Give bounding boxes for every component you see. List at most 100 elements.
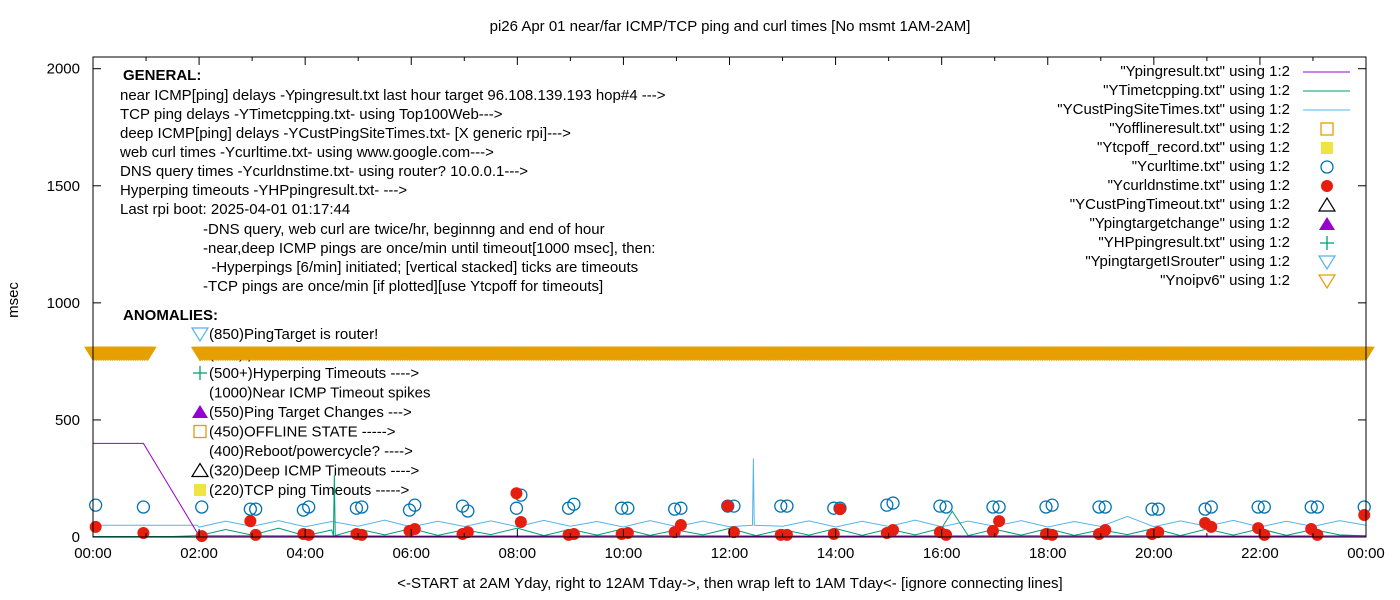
legend-label: "Ycurltime.txt" using 1:2 <box>1132 158 1290 175</box>
x-tick-label: 04:00 <box>286 545 324 562</box>
curltime-point <box>136 500 151 514</box>
circle-icon <box>1358 508 1371 521</box>
curltime-point <box>621 501 635 515</box>
anomaly-label: (1000)Near ICMP Timeout spikes <box>209 385 430 402</box>
circle-icon <box>195 500 209 514</box>
dnstime-point <box>727 526 740 539</box>
circle-icon <box>1205 520 1218 533</box>
circle-icon <box>244 515 257 528</box>
dnstime-point <box>674 519 687 532</box>
y-tick-label: 1000 <box>47 295 80 312</box>
circle-icon <box>674 519 687 532</box>
legend-marker <box>1317 196 1337 212</box>
circle-icon <box>887 523 900 536</box>
circle-icon <box>986 524 999 537</box>
circle-icon <box>674 501 688 515</box>
circle-icon <box>1320 160 1334 174</box>
x-tick-label: 18:00 <box>1029 545 1067 562</box>
circle-icon <box>780 528 793 541</box>
dnstime-point <box>721 500 734 513</box>
dnstime-point <box>244 515 257 528</box>
curltime-point <box>1098 500 1112 514</box>
anomaly-label: (220)TCP ping Timeouts -----> <box>209 482 409 499</box>
legend-label: "YCustPingTimeout.txt" using 1:2 <box>1070 196 1290 213</box>
curltime-point <box>614 501 629 515</box>
dnstime-point <box>940 528 953 541</box>
curltime-point <box>992 500 1006 514</box>
anomalies-header: ANOMALIES: <box>123 307 218 324</box>
circle-icon <box>1311 528 1324 541</box>
down-triangle-icon <box>1317 255 1337 271</box>
legend-label: "Ypingresult.txt" using 1:2 <box>1120 63 1290 80</box>
circle-icon <box>1151 502 1165 516</box>
note-line: -TCP pings are once/min [if plotted][use… <box>203 278 603 295</box>
general-line: deep ICMP[ping] delays -YCustPingSiteTim… <box>120 125 571 142</box>
curltime-point <box>780 499 794 513</box>
circle-icon <box>1258 528 1271 541</box>
circle-icon <box>89 520 102 533</box>
x-tick-label: 22:00 <box>1241 545 1279 562</box>
legend-label: "YpingtargetISrouter" using 1:2 <box>1085 253 1290 270</box>
circle-icon <box>1310 500 1325 514</box>
legend-label: "YHPpingresult.txt" using 1:2 <box>1098 234 1290 251</box>
circle-icon <box>940 528 953 541</box>
legend-marker <box>1320 122 1334 136</box>
dnstime-point <box>1046 528 1059 541</box>
circle-icon <box>1198 502 1212 516</box>
curltime-point <box>880 498 894 512</box>
anomaly-label: (450)OFFLINE STATE -----> <box>209 424 396 441</box>
anomaly-label: (500+)Hyperping Timeouts ----> <box>209 365 419 382</box>
circle-icon <box>89 498 103 512</box>
curltime-point <box>509 501 524 515</box>
dnstime-point <box>302 528 315 541</box>
legend-marker <box>1320 160 1334 174</box>
dnstime-point <box>887 523 900 536</box>
curltime-point <box>1045 498 1059 512</box>
curltime-point <box>886 496 900 510</box>
circle-icon <box>721 500 734 513</box>
curltime-point <box>1151 502 1165 516</box>
circle-icon <box>668 502 682 516</box>
legend-marker <box>1319 217 1335 230</box>
down-triangle-icon <box>1317 274 1337 290</box>
dnstime-point <box>986 524 999 537</box>
dnstime-point <box>1205 520 1218 533</box>
y-tick-label: 2000 <box>47 61 80 78</box>
circle-icon <box>1145 502 1159 516</box>
x-tick-label: 10:00 <box>605 545 643 562</box>
circle-icon <box>408 523 421 536</box>
x-tick-label: 00:00 <box>1347 545 1385 562</box>
circle-icon <box>727 526 740 539</box>
curltime-point <box>195 500 209 514</box>
dnstime-point <box>195 530 208 543</box>
dnstime-point <box>827 527 840 540</box>
custping-series-line <box>93 458 1367 528</box>
circle-icon <box>510 487 523 500</box>
dnstime-point <box>1152 526 1165 539</box>
anomaly-label: (400)Reboot/powercycle? ----> <box>209 443 413 460</box>
circle-icon <box>1321 180 1333 192</box>
circle-icon <box>986 500 1000 514</box>
x-tick-label: 20:00 <box>1135 545 1173 562</box>
curltime-point <box>89 498 103 512</box>
x-tick-label: 12:00 <box>711 545 749 562</box>
circle-icon <box>355 500 369 514</box>
y-tick-label: 0 <box>72 529 80 546</box>
general-line: near ICMP[ping] delays -Ypingresult.txt … <box>120 87 666 104</box>
anomaly-marker <box>194 484 206 496</box>
curltime-point <box>1251 500 1265 514</box>
anomaly-marker <box>190 462 210 478</box>
triangle-icon <box>190 462 210 478</box>
dnstime-point <box>1358 508 1371 521</box>
general-line: Hyperping timeouts -YHPpingresult.txt- -… <box>120 182 407 199</box>
curltime-point <box>302 500 316 514</box>
triangle-icon <box>192 405 208 418</box>
curltime-point <box>933 499 947 513</box>
circle-icon <box>461 504 475 518</box>
plus-icon <box>1320 236 1334 250</box>
circle-icon <box>461 526 474 539</box>
dnstime-point <box>621 527 634 540</box>
anomaly-marker <box>190 327 210 343</box>
curltime-point <box>243 502 258 516</box>
dnstime-point <box>510 487 523 500</box>
